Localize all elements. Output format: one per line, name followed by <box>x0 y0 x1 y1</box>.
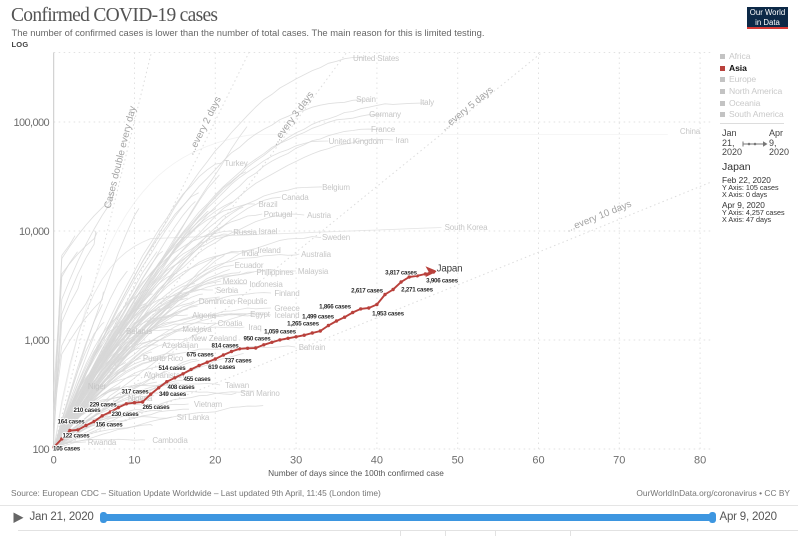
svg-text:Japan: Japan <box>437 264 463 275</box>
svg-text:Indonesia: Indonesia <box>249 280 283 289</box>
svg-text:Puerto Rico: Puerto Rico <box>143 354 184 363</box>
svg-text:70: 70 <box>613 455 625 467</box>
svg-text:100,000: 100,000 <box>13 117 49 129</box>
svg-text:230 cases: 230 cases <box>112 411 140 418</box>
svg-text:122 cases: 122 cases <box>63 432 91 439</box>
svg-text:Number of days since the 100th: Number of days since the 100th confirmed… <box>268 468 444 478</box>
svg-text:New Zealand: New Zealand <box>191 334 237 343</box>
svg-text:210 cases: 210 cases <box>74 407 102 414</box>
svg-text:317 cases: 317 cases <box>122 388 150 395</box>
svg-text:Ireland: Ireland <box>257 246 280 255</box>
svg-text:229 cases: 229 cases <box>90 401 118 408</box>
svg-text:Greece: Greece <box>274 304 300 313</box>
svg-text:Germany: Germany <box>369 110 401 119</box>
svg-text:Iraq: Iraq <box>248 323 261 332</box>
svg-text:Italy: Italy <box>420 98 434 107</box>
svg-text:Spain: Spain <box>356 95 376 104</box>
svg-text:619 cases: 619 cases <box>208 364 236 371</box>
svg-text:737 cases: 737 cases <box>225 357 253 364</box>
svg-text:1,265 cases: 1,265 cases <box>287 320 319 327</box>
svg-text:20: 20 <box>209 455 221 467</box>
svg-text:Dominican Republic: Dominican Republic <box>199 297 268 306</box>
svg-text:...every 10 days: ...every 10 days <box>565 199 633 235</box>
svg-text:950 cases: 950 cases <box>244 335 272 342</box>
svg-text:Brazil: Brazil <box>258 200 277 209</box>
svg-text:1,953 cases: 1,953 cases <box>372 310 404 317</box>
svg-text:Sweden: Sweden <box>322 233 350 242</box>
svg-text:Algeria: Algeria <box>192 311 217 320</box>
svg-text:Ecuador: Ecuador <box>235 261 264 270</box>
svg-text:Iran: Iran <box>395 136 408 145</box>
svg-text:105 cases: 105 cases <box>53 445 81 452</box>
svg-text:Croatia: Croatia <box>218 319 243 328</box>
svg-text:Belarus: Belarus <box>126 327 152 336</box>
svg-text:2,617 cases: 2,617 cases <box>351 287 383 294</box>
svg-text:Nigeria: Nigeria <box>128 394 153 403</box>
svg-text:United Kingdom: United Kingdom <box>329 137 384 146</box>
svg-text:Taiwan: Taiwan <box>225 381 249 390</box>
svg-text:0: 0 <box>51 455 57 467</box>
svg-text:514 cases: 514 cases <box>159 365 187 372</box>
svg-text:675 cases: 675 cases <box>187 351 215 358</box>
svg-text:10,000: 10,000 <box>19 226 50 238</box>
svg-text:Serbia: Serbia <box>216 286 239 295</box>
svg-text:Australia: Australia <box>301 250 331 259</box>
svg-text:1,499 cases: 1,499 cases <box>302 313 334 320</box>
svg-text:3,817 cases: 3,817 cases <box>385 269 417 276</box>
svg-text:50: 50 <box>452 455 464 467</box>
svg-text:349 cases: 349 cases <box>159 391 187 398</box>
svg-text:Belgium: Belgium <box>322 183 350 192</box>
svg-text:Mexico: Mexico <box>223 277 248 286</box>
svg-text:1,059 cases: 1,059 cases <box>264 328 296 335</box>
svg-text:Portugal: Portugal <box>264 210 293 219</box>
svg-text:Afghanistan: Afghanistan <box>144 371 185 380</box>
svg-text:Cases double every day: Cases double every day <box>103 105 139 210</box>
svg-text:Vietnam: Vietnam <box>194 400 223 409</box>
svg-text:100: 100 <box>32 444 49 456</box>
svg-text:...every 5 days: ...every 5 days <box>439 85 496 134</box>
svg-text:Philippines: Philippines <box>256 268 293 277</box>
svg-text:Egypt: Egypt <box>250 310 271 319</box>
svg-text:United States: United States <box>353 54 399 63</box>
svg-text:408 cases: 408 cases <box>168 384 196 391</box>
svg-text:455 cases: 455 cases <box>184 376 212 383</box>
svg-text:Austria: Austria <box>307 211 332 220</box>
svg-text:30: 30 <box>290 455 302 467</box>
svg-text:South Korea: South Korea <box>445 223 489 232</box>
svg-text:Finland: Finland <box>274 289 299 298</box>
svg-text:Malaysia: Malaysia <box>298 267 329 276</box>
svg-text:Rwanda: Rwanda <box>88 438 117 447</box>
svg-text:Israel: Israel <box>259 227 278 236</box>
svg-text:Moldova: Moldova <box>182 325 212 334</box>
svg-text:Niger: Niger <box>88 382 107 391</box>
svg-text:Bahrain: Bahrain <box>299 343 326 352</box>
svg-text:San Marino: San Marino <box>240 389 280 398</box>
svg-text:1,866 cases: 1,866 cases <box>319 303 351 310</box>
svg-text:40: 40 <box>371 455 383 467</box>
svg-text:Cambodia: Cambodia <box>152 436 188 445</box>
svg-text:1,000: 1,000 <box>24 335 49 347</box>
svg-text:Turkey: Turkey <box>224 159 247 168</box>
svg-text:China: China <box>680 127 701 136</box>
svg-text:80: 80 <box>694 455 706 467</box>
svg-text:60: 60 <box>532 455 544 467</box>
svg-text:164 cases: 164 cases <box>58 418 86 425</box>
svg-text:Iceland: Iceland <box>275 311 300 320</box>
svg-text:3,906 cases: 3,906 cases <box>426 277 458 284</box>
svg-text:Sri Lanka: Sri Lanka <box>177 413 210 422</box>
svg-text:265 cases: 265 cases <box>143 404 171 411</box>
svg-text:Azerbaijan: Azerbaijan <box>162 341 198 350</box>
svg-text:10: 10 <box>128 455 140 467</box>
svg-text:814 cases: 814 cases <box>212 342 240 349</box>
svg-text:2,271 cases: 2,271 cases <box>401 286 433 293</box>
svg-text:156 cases: 156 cases <box>96 422 124 429</box>
svg-text:Canada: Canada <box>281 193 309 202</box>
svg-text:Russia: Russia <box>233 228 257 237</box>
svg-text:...every 3 days: ...every 3 days <box>270 90 317 148</box>
svg-text:India: India <box>242 249 259 258</box>
svg-text:France: France <box>371 125 396 134</box>
